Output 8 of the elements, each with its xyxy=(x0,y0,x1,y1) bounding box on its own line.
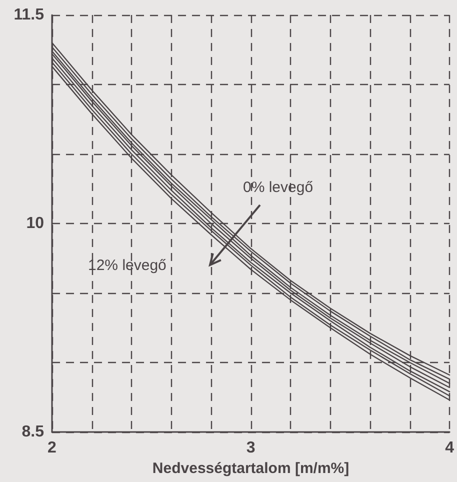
y-tick-label: 11.5 xyxy=(14,6,44,24)
y-tick-label: 8.5 xyxy=(22,424,44,440)
x-tick-label: 3 xyxy=(246,440,256,456)
x-tick-label: 2 xyxy=(48,440,57,456)
y-tick-label: 10 xyxy=(26,215,44,232)
annotation: 0% levegő xyxy=(243,179,314,196)
x-tick-label: 4 xyxy=(445,440,454,456)
x-axis-title: Nedvességtartalom [m/m%] xyxy=(152,460,350,477)
